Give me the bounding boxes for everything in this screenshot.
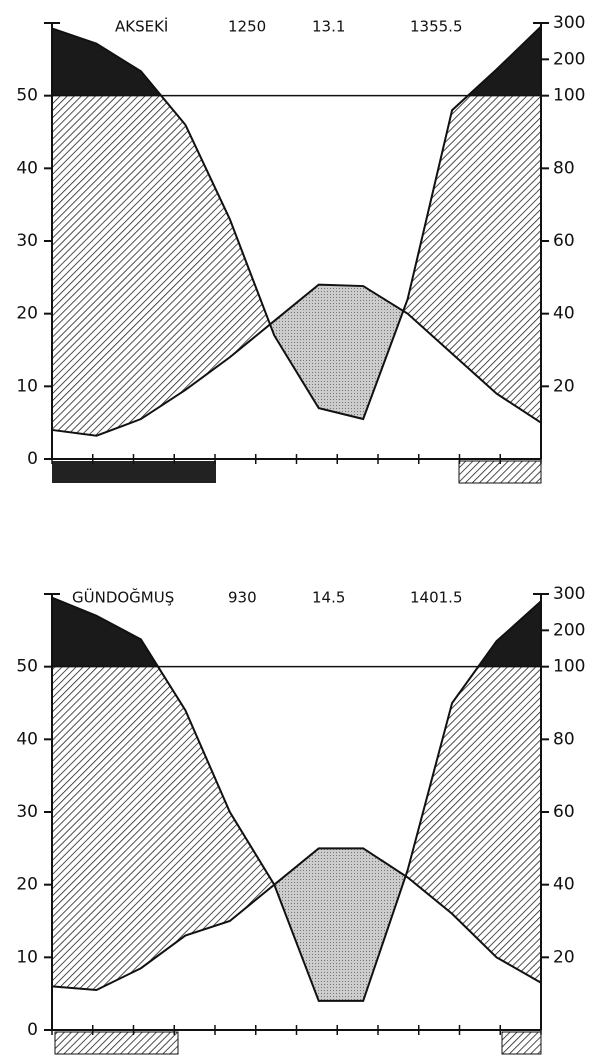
y2-tick-label: 20 <box>553 376 575 396</box>
y2-tick-label: 200 <box>553 49 585 69</box>
y-tick-label: 40 <box>16 158 38 178</box>
y-tick-label: 20 <box>16 875 38 895</box>
header-station: AKSEKİ <box>115 17 168 36</box>
very-humid-area <box>52 597 541 667</box>
y2-tick-label: 40 <box>553 875 575 895</box>
y2-tick-label: 80 <box>553 158 575 178</box>
y2-tick-label: 80 <box>553 729 575 749</box>
header-mean-temperature: 13.1 <box>312 18 345 36</box>
y2-tick-label: 40 <box>553 304 575 324</box>
header-annual-precipitation: 1401.5 <box>410 589 463 607</box>
frost-bar <box>54 1031 179 1055</box>
y-tick-label: 50 <box>16 86 38 106</box>
header-station: GÜNDOĞMUŞ <box>72 588 174 607</box>
climate-chart: 0 10 20 30 40 50 20 40 60 80 100 200 300 AKSEKİ 1250 13… <box>16 13 585 469</box>
header-elevation: 930 <box>228 589 257 607</box>
precipitation-line <box>51 596 542 1002</box>
y2-tick-label: 100 <box>553 86 585 106</box>
temperature-line <box>51 847 542 992</box>
y2-tick-label: 100 <box>553 657 585 677</box>
y-tick-label: 30 <box>16 231 38 251</box>
frost-bar <box>458 460 542 484</box>
y2-tick-label: 20 <box>553 947 575 967</box>
y-tick-label: 20 <box>16 304 38 324</box>
y-tick-label: 0 <box>27 449 38 469</box>
y-tick-label: 10 <box>16 947 38 967</box>
climate-chart: 0 10 20 30 40 50 20 40 60 80 100 200 300 GÜNDOĞMUŞ 930… <box>16 584 585 1040</box>
y2-tick-label: 200 <box>553 620 585 640</box>
y2-tick-label: 60 <box>553 802 575 822</box>
y-tick-label: 0 <box>27 1020 38 1040</box>
precipitation-line <box>51 25 542 421</box>
y2-tick-label: 300 <box>553 584 585 604</box>
frost-bar <box>52 461 216 483</box>
header-annual-precipitation: 1355.5 <box>410 18 463 36</box>
header-mean-temperature: 14.5 <box>312 589 345 607</box>
y-tick-label: 50 <box>16 657 38 677</box>
very-humid-area <box>52 26 541 96</box>
y-tick-label: 40 <box>16 729 38 749</box>
y-tick-label: 10 <box>16 376 38 396</box>
y-tick-label: 30 <box>16 802 38 822</box>
y2-tick-label: 300 <box>553 13 585 33</box>
temperature-line <box>51 283 542 437</box>
y2-tick-label: 60 <box>553 231 575 251</box>
header-elevation: 1250 <box>228 18 266 36</box>
frost-bar <box>501 1031 542 1055</box>
